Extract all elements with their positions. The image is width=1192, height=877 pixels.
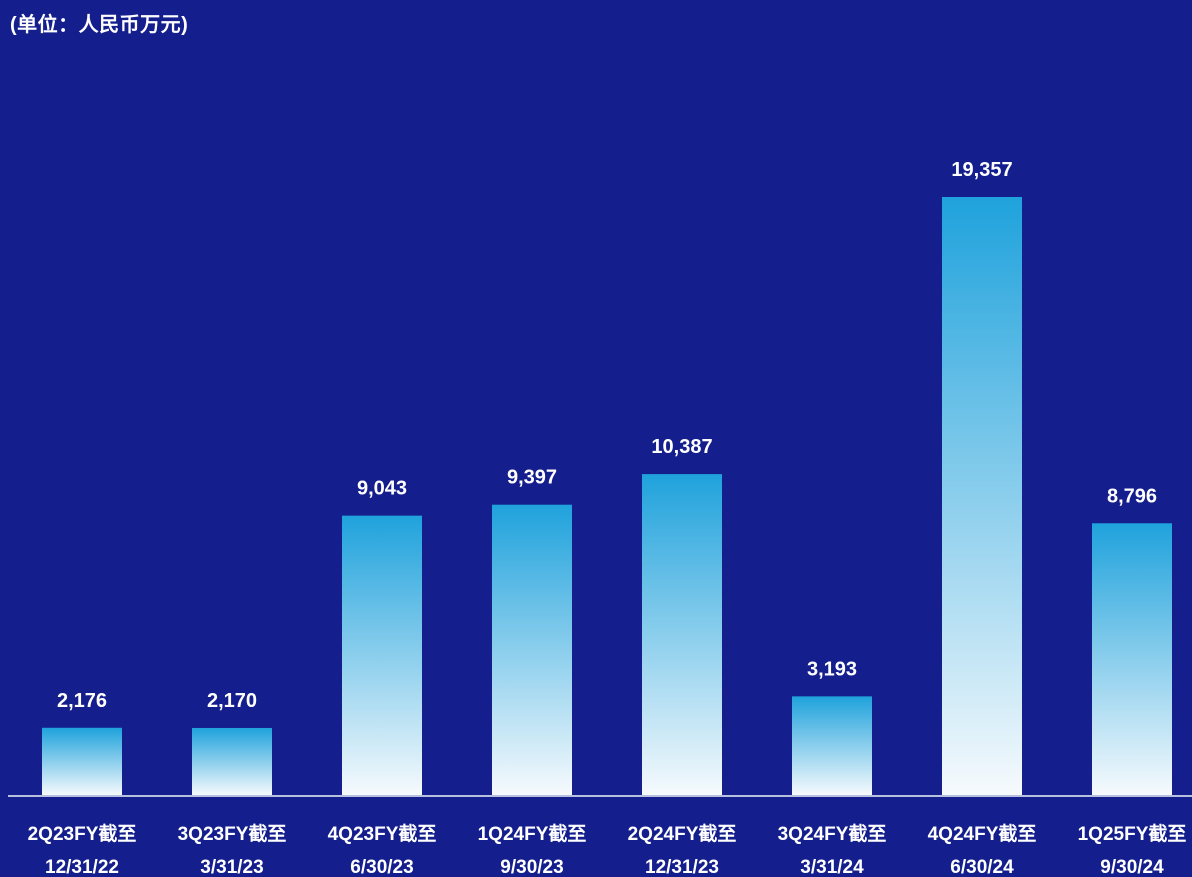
tick-label-7-line-1: 4Q24FY截至 (928, 822, 1037, 845)
tick-label-8-line-2: 9/30/24 (1100, 857, 1164, 877)
value-label-3: 9,043 (357, 478, 407, 500)
tick-label-1-line-1: 2Q23FY截至 (28, 822, 137, 845)
value-labels: 2,176 2,170 9,043 9,397 10,387 3,193 19,357 8,7… (57, 159, 1157, 712)
value-label-5: 10,387 (651, 436, 712, 458)
tick-label-1-line-2: 12/31/22 (45, 857, 119, 877)
tick-label-2-line-2: 3/31/23 (200, 857, 263, 877)
tick-label-5-line-1: 2Q24FY截至 (628, 822, 737, 845)
tick-label-6-line-2: 3/31/24 (800, 857, 864, 877)
bar-6 (792, 696, 872, 795)
value-label-6: 3,193 (807, 658, 857, 680)
tick-label-2-line-1: 3Q23FY截至 (178, 822, 287, 845)
tick-label-4-line-1: 1Q24FY截至 (478, 822, 587, 845)
value-label-8: 8,796 (1107, 485, 1157, 507)
tick-label-5-line-2: 12/31/23 (645, 857, 719, 877)
bar-4 (492, 504, 572, 795)
bar-7 (942, 197, 1022, 795)
bar-3 (342, 515, 422, 795)
value-label-7: 19,357 (951, 159, 1012, 181)
tick-label-4-line-2: 9/30/23 (500, 857, 563, 877)
unit-note: (单位：人民币万元) (10, 14, 189, 36)
x-axis-tick-labels: 2Q23FY截至 12/31/22 3Q23FY截至 3/31/23 4Q23FY截至 6… (28, 822, 1187, 877)
tick-label-6-line-1: 3Q24FY截至 (778, 822, 887, 845)
bar-5 (642, 474, 722, 795)
value-label-2: 2,170 (207, 690, 257, 712)
bar-2 (192, 727, 272, 795)
tick-label-3-line-2: 6/30/23 (350, 857, 413, 877)
bar-8 (1092, 523, 1172, 795)
value-label-4: 9,397 (507, 467, 557, 489)
tick-label-7-line-2: 6/30/24 (950, 857, 1014, 877)
tick-label-8-line-1: 1Q25FY截至 (1078, 822, 1187, 845)
tick-label-3-line-1: 4Q23FY截至 (328, 822, 437, 845)
bars (42, 197, 1172, 795)
value-label-1: 2,176 (57, 690, 107, 712)
bar-1 (42, 727, 122, 795)
